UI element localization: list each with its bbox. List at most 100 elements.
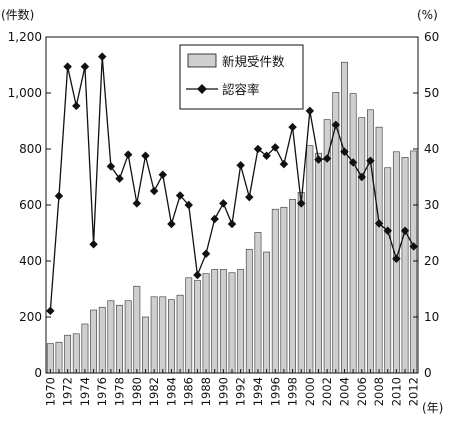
- left-axis-unit: (件数): [1, 7, 34, 22]
- right-tick-label: 40: [424, 142, 439, 156]
- line-point-2012: [409, 242, 418, 251]
- line-point-1970: [46, 306, 55, 316]
- line-point-1999: [296, 199, 306, 208]
- x-tick-label: 1970: [43, 377, 57, 406]
- x-tick-label: 1984: [164, 377, 178, 406]
- legend-line-marker: [197, 84, 207, 94]
- left-tick-label: 800: [19, 142, 42, 156]
- left-tick-label: 200: [19, 310, 42, 324]
- bar-2006: [358, 117, 366, 374]
- right-axis-unit: (%): [417, 8, 438, 22]
- x-tick-label: 1976: [95, 377, 109, 406]
- bar-1972: [64, 334, 72, 374]
- line-point-2009: [383, 226, 392, 236]
- line-point-2006: [357, 172, 367, 182]
- line-layer: [46, 52, 418, 316]
- legend-bar-swatch: [187, 53, 217, 68]
- line-point-1984: [167, 219, 176, 229]
- bar-2012: [410, 150, 418, 374]
- line-point-2000: [305, 106, 315, 116]
- bar-1978: [116, 304, 123, 374]
- line-point-1998: [288, 122, 297, 132]
- line-point-1993: [245, 192, 254, 202]
- line-point-1974: [80, 62, 90, 71]
- x-tick-label: 1986: [182, 377, 196, 406]
- line-point-1990: [219, 199, 228, 208]
- bar-2007: [366, 109, 374, 374]
- bar-1986: [185, 277, 193, 374]
- left-tick-label: 600: [19, 198, 42, 212]
- line-point-1972: [63, 62, 72, 71]
- bar-1974: [81, 323, 89, 374]
- bar-1973: [72, 333, 80, 374]
- bar-2001: [315, 152, 322, 374]
- bar-1976: [98, 306, 106, 374]
- bar-2008: [375, 126, 383, 374]
- bar-1981: [142, 316, 149, 374]
- bar-1977: [107, 300, 115, 374]
- bar-1995: [263, 251, 271, 374]
- line-point-2011: [400, 226, 410, 236]
- line-point-2004: [340, 147, 349, 157]
- line-point-2001: [314, 155, 323, 164]
- line-point-1992: [236, 160, 245, 170]
- left-tick-label: 0: [34, 366, 42, 380]
- bar-1997: [280, 206, 288, 374]
- right-tick-label: 20: [424, 254, 439, 268]
- line-point-1975: [89, 239, 98, 249]
- line-point-2003: [331, 120, 341, 130]
- line-point-2002: [322, 154, 332, 163]
- bar-1990: [219, 269, 227, 374]
- bars-layer: [46, 61, 418, 374]
- bar-1992: [237, 269, 245, 374]
- line-point-2005: [348, 158, 358, 167]
- bar-2004: [341, 61, 348, 374]
- line-point-2008: [374, 219, 384, 228]
- legend-line-label: 認容率: [222, 82, 260, 97]
- x-tick-label: 1972: [61, 377, 75, 406]
- legend: 新規受件数 認容率: [179, 44, 304, 110]
- line-point-2007: [366, 156, 375, 166]
- line-point-1988: [201, 249, 211, 258]
- right-tick-label: 60: [424, 30, 439, 44]
- x-tick-label: 1996: [268, 377, 282, 406]
- x-tick-label: 2000: [303, 377, 317, 406]
- line-point-1979: [123, 150, 133, 159]
- bar-2011: [401, 157, 409, 374]
- x-tick-label: 1988: [199, 377, 213, 406]
- bar-1994: [254, 232, 262, 374]
- bar-1985: [176, 294, 184, 374]
- line-point-1989: [210, 214, 219, 224]
- right-tick-label: 0: [424, 366, 432, 380]
- x-tick-label: 2010: [389, 377, 403, 406]
- line-point-1987: [193, 270, 202, 280]
- x-tick-label: 1974: [78, 377, 92, 406]
- x-tick-label: 1998: [286, 377, 300, 406]
- left-tick-label: 1,200: [8, 30, 42, 44]
- line-point-1985: [175, 191, 185, 200]
- line-point-1983: [158, 170, 168, 180]
- legend-bar-label: 新規受件数: [222, 54, 285, 69]
- x-tick-label: 1978: [113, 377, 127, 406]
- bar-1999: [297, 192, 305, 374]
- bar-1989: [211, 269, 219, 374]
- bar-2005: [349, 93, 357, 374]
- line-point-1991: [227, 219, 237, 229]
- x-tick-label: 2012: [407, 377, 421, 406]
- bar-1996: [271, 208, 279, 374]
- line-point-1981: [141, 151, 150, 160]
- bar-1970: [46, 343, 54, 374]
- right-tick-label: 30: [424, 198, 439, 212]
- line-point-1977: [106, 162, 116, 171]
- bar-1971: [55, 341, 63, 374]
- x-tick-label: 1990: [216, 377, 230, 406]
- right-tick-label: 10: [424, 310, 439, 324]
- axes-layer: 0 200 400 600 800 1,000 1,200 0 10 20 30 40 50 60 1970…: [8, 30, 440, 406]
- bar-1980: [133, 285, 141, 374]
- x-tick-label: 2004: [337, 377, 351, 406]
- line-point-1982: [149, 186, 159, 196]
- line-point-1976: [97, 52, 107, 61]
- line-point-1978: [115, 174, 124, 183]
- x-tick-label: 1982: [147, 377, 161, 406]
- bar-1975: [90, 309, 98, 374]
